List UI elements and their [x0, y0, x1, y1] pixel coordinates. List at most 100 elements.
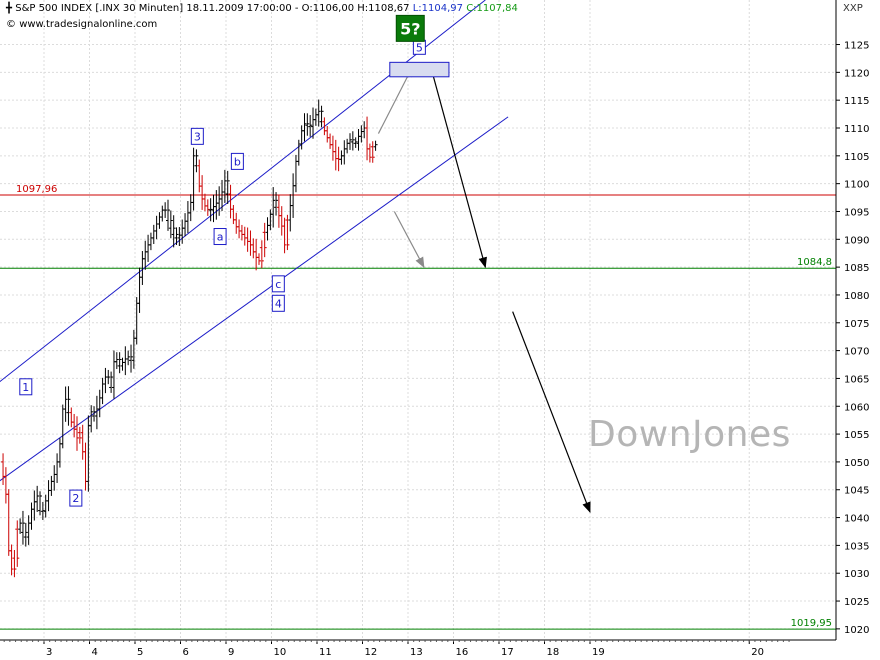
wave-label-box	[19, 378, 33, 396]
ohlc-bar	[9, 544, 14, 576]
wave-label-box	[213, 228, 227, 246]
price-bars	[1, 99, 378, 578]
y-tick-label: 1020	[844, 625, 869, 636]
forecast-arrow	[430, 66, 487, 269]
bar-datetime: 18.11.2009 17:00:00	[186, 3, 292, 14]
y-tick-label: 1070	[844, 347, 869, 358]
ohlc-bar	[353, 137, 358, 148]
ohlc-bar	[370, 141, 375, 163]
ohlc-bar	[302, 113, 307, 142]
ohlc-bar	[163, 202, 168, 218]
x-tick-label: 17	[501, 647, 514, 658]
x-tick-label: 3	[46, 647, 52, 658]
wave-badge-green	[395, 14, 425, 42]
x-tick-label: 20	[751, 647, 764, 658]
y-tick-label: 1055	[844, 430, 869, 441]
wave-label-text: b	[234, 155, 241, 168]
ohlc-bar	[66, 386, 71, 426]
x-tick-label: 9	[228, 647, 234, 658]
close-value: C:1107,84	[466, 3, 518, 14]
low-value: L:1104,97	[412, 3, 464, 14]
forecast-arrow	[393, 211, 425, 269]
ohlc-bar	[305, 113, 310, 136]
open-value: O:1106,00	[301, 3, 355, 14]
ohlc-bar	[168, 210, 173, 239]
wave-label-text: a	[217, 231, 224, 244]
ohlc-bar	[191, 147, 196, 211]
ohlc-bar	[174, 227, 179, 245]
source-credit: © www.tradesignalonline.com	[6, 19, 157, 30]
y-tick-label: 1025	[844, 597, 869, 608]
y-tick-label: 1075	[844, 319, 869, 330]
ohlc-bar	[350, 131, 355, 151]
ohlc-bar	[271, 187, 276, 228]
instrument-name: S&P 500 INDEX [.INX 30 Minuten]	[15, 3, 184, 14]
ohlc-bar	[18, 518, 23, 534]
ohlc-bar	[15, 520, 20, 567]
ohlc-bar	[194, 149, 199, 173]
ohlc-bar	[222, 169, 227, 203]
x-tick-label: 19	[592, 647, 605, 658]
source-url[interactable]: www.tradesignalonline.com	[19, 19, 158, 30]
y-tick-label: 1095	[844, 207, 869, 218]
symbol-tag[interactable]: XXP	[843, 3, 863, 14]
ohlc-bar	[117, 352, 122, 374]
ohlc-bar	[35, 485, 40, 512]
ohlc-bar	[114, 352, 119, 370]
ohlc-bar	[347, 133, 352, 150]
ohlc-bar	[274, 192, 279, 216]
x-tick-label: 6	[183, 647, 189, 658]
ohlc-bar	[171, 215, 176, 248]
ohlc-bar	[367, 143, 372, 163]
y-tick-label: 1105	[844, 152, 869, 163]
wave-label-box	[190, 127, 204, 145]
ohlc-bar	[262, 222, 267, 258]
y-tick-label: 1120	[844, 68, 869, 79]
ohlc-bar	[256, 253, 261, 265]
wave-label-text: 4	[275, 297, 282, 310]
y-tick-label: 1080	[844, 291, 869, 302]
wave-labels: 5123abc4545?	[19, 14, 450, 507]
y-tick-label: 1050	[844, 458, 869, 469]
ohlc-bar	[165, 199, 170, 231]
y-tick-label: 1060	[844, 402, 869, 413]
ohlc-bar	[316, 99, 321, 127]
crosshair-icon[interactable]: ╋	[6, 3, 13, 14]
y-tick-label: 1045	[844, 486, 869, 497]
wave-label-box	[271, 275, 285, 293]
ohlc-bar	[225, 170, 230, 204]
ohlc-bar	[38, 491, 43, 516]
watermark: DownJones	[588, 414, 791, 455]
ohlc-bar	[40, 501, 45, 520]
ohlc-bar	[23, 522, 28, 547]
ohlc-bar	[308, 115, 313, 137]
ohlc-bar	[20, 510, 25, 545]
grid-lines	[0, 0, 836, 640]
wave-label-box	[230, 152, 244, 170]
forecast-arrow	[377, 65, 414, 134]
y-tick-label: 1115	[844, 96, 869, 107]
y-tick-label: 1040	[844, 514, 869, 525]
x-tick-label: 4	[92, 647, 98, 658]
x-tick-label: 11	[319, 647, 332, 658]
forecast-arrows	[377, 65, 591, 514]
y-tick-label: 1065	[844, 374, 869, 385]
ohlc-bar	[319, 105, 324, 128]
x-axis: 3 4 5 6 9 10 11 12 13 16 17 18 19 20	[0, 639, 836, 658]
level-label: 1084,8	[797, 257, 832, 268]
y-tick-label: 1085	[844, 263, 869, 274]
ohlc-bar	[205, 199, 210, 216]
target-zone-label: 5	[416, 41, 423, 54]
wave-label-box	[271, 294, 285, 312]
chart-header: ╋ S&P 500 INDEX [.INX 30 Minuten] 18.11.…	[6, 3, 518, 14]
ohlc-bar	[63, 386, 68, 422]
channel-line	[0, 116, 509, 482]
x-tick-label: 18	[547, 647, 560, 658]
y-tick-label: 1035	[844, 541, 869, 552]
y-tick-label: 1090	[844, 235, 869, 246]
ohlc-bar	[74, 416, 79, 451]
ohlc-bar	[208, 198, 213, 222]
ohlc-bar	[92, 406, 97, 422]
wave-label-text: 2	[72, 492, 79, 505]
